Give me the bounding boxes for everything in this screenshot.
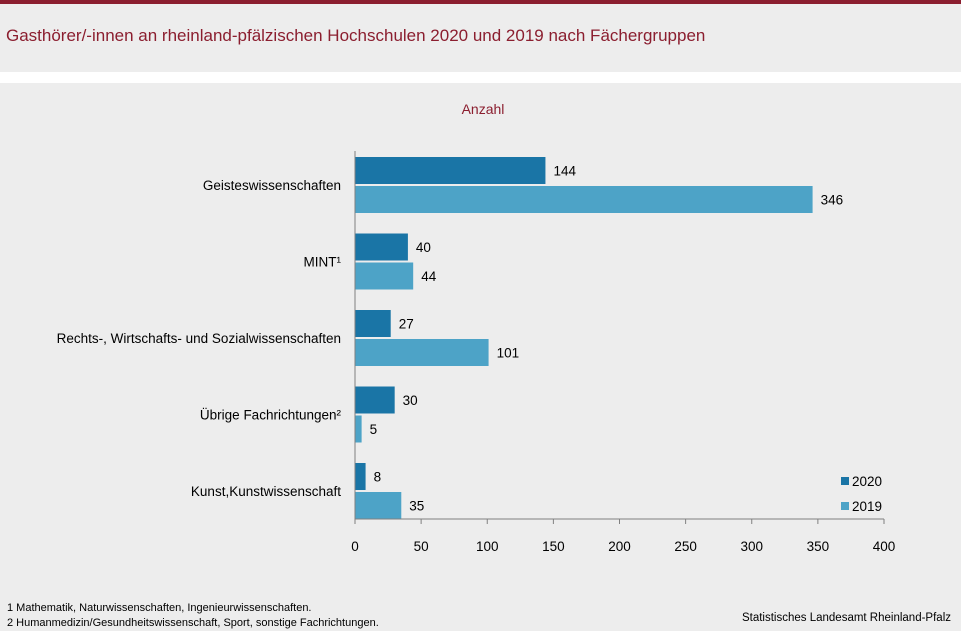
x-tick-label: 300: [740, 539, 763, 554]
bar-chart: Anzahl Geisteswissenschaften 144 346 MINT¹ 40…: [57, 101, 896, 554]
category-label: Übrige Fachrichtungen²: [200, 408, 342, 423]
bar-2019: [355, 262, 414, 290]
footnote-2: 2 Humanmedizin/Gesundheitswissenschaft, …: [7, 617, 379, 629]
bar-2020: [355, 310, 391, 337]
data-label: 346: [821, 193, 844, 208]
page-title: Gasthörer/-innen an rheinland-pfälzische…: [6, 26, 706, 45]
bar-2020: [355, 463, 366, 490]
legend-swatch-2020: [841, 477, 849, 485]
data-label: 27: [399, 317, 414, 332]
data-label: 40: [416, 240, 431, 255]
top-accent-rule: [0, 0, 961, 4]
source-note: Statistisches Landesamt Rheinland-Pfalz: [741, 612, 951, 624]
data-label: 35: [409, 499, 424, 514]
x-tick-label: 0: [351, 539, 359, 554]
data-label: 30: [403, 393, 418, 408]
bar-2019: [355, 492, 402, 519]
footnotes: 1 Mathematik, Naturwissenschaften, Ingen…: [7, 601, 379, 631]
legend-label: 2019: [852, 499, 882, 514]
category-label: MINT¹: [304, 255, 342, 270]
footnote-1: 1 Mathematik, Naturwissenschaften, Ingen…: [7, 602, 312, 614]
category-label: Geisteswissenschaften: [203, 178, 341, 193]
x-tick-label: 150: [542, 539, 565, 554]
category-label: Rechts-, Wirtschafts- und Sozialwissensc…: [57, 331, 341, 346]
chart-title: Anzahl: [462, 101, 505, 117]
data-label: 44: [421, 269, 437, 284]
x-tick-label: 100: [476, 539, 499, 554]
bar-2020: [355, 233, 408, 261]
data-label: 144: [553, 164, 576, 179]
bar-2019: [355, 415, 362, 443]
x-tick-label: 50: [414, 539, 429, 554]
x-tick-label: 350: [807, 539, 830, 554]
legend-swatch-2019: [841, 502, 849, 510]
legend-label: 2020: [852, 474, 882, 489]
data-label: 8: [374, 470, 382, 485]
bar-2019: [355, 186, 813, 213]
bar-2020: [355, 157, 546, 184]
x-tick-label: 250: [674, 539, 697, 554]
bar-2019: [355, 339, 489, 366]
x-tick-label: 400: [873, 539, 896, 554]
data-label: 101: [497, 346, 520, 361]
data-label: 5: [370, 422, 378, 437]
x-tick-label: 200: [608, 539, 631, 554]
category-label: Kunst,Kunstwissenschaft: [191, 484, 341, 499]
bar-2020: [355, 386, 395, 414]
header-separator: [0, 72, 961, 83]
